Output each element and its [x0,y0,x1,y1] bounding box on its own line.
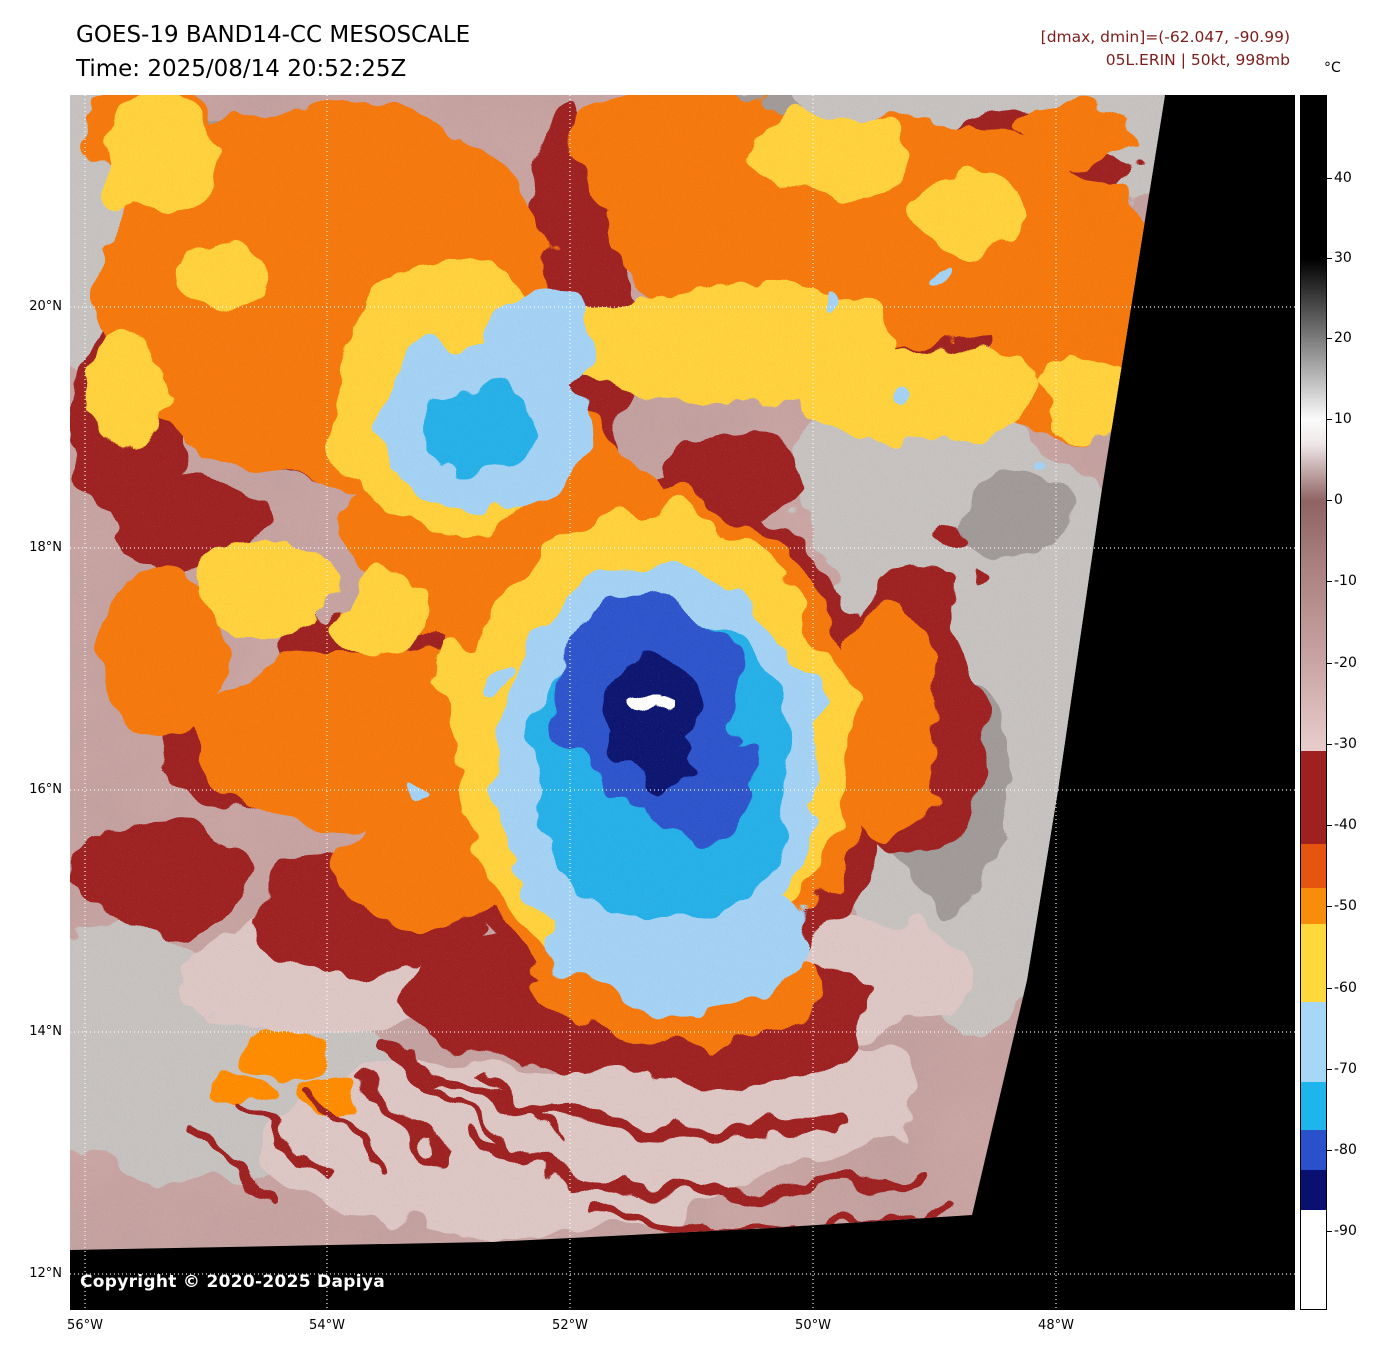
lat-label-12n: 12°N [29,1266,62,1281]
colorbar-tick: -80 [1326,1142,1357,1158]
timestamp: Time: 2025/08/14 20:52:25Z [76,56,407,82]
lat-label-18n: 18°N [29,540,62,555]
colorbar-tick: 0 [1326,492,1343,508]
copyright-text: Copyright © 2020-2025 Dapiya [80,1272,385,1292]
colorbar-unit-label: °C [1324,60,1341,76]
page-title: GOES-19 BAND14-CC MESOSCALE [76,22,471,48]
storm-id-readout: 05L.ERIN | 50kt, 998mb [1105,51,1290,69]
colorbar-tick: 20 [1326,330,1352,346]
satellite-map-svg [70,95,1295,1310]
dmax-dmin-readout: [dmax, dmin]=(-62.047, -90.99) [1040,28,1290,46]
colorbar-tick: -30 [1326,736,1357,752]
colorbar-gradient [1300,95,1327,1310]
lon-label-52w: 52°W [552,1318,588,1333]
sensor-grain-dark [70,95,1165,1250]
lat-label-20n: 20°N [29,299,62,314]
colorbar-tick: -40 [1326,817,1357,833]
colorbar: 40 30 20 10 0 -10 -20 -30 -40 -50 -60 -7… [1300,95,1390,1310]
header-info-block: [dmax, dmin]=(-62.047, -90.99) 05L.ERIN … [1041,26,1290,72]
colorbar-tick: 40 [1326,170,1352,186]
colorbar-tick: 10 [1326,411,1352,427]
colorbar-tick: 30 [1326,250,1352,266]
colorbar-tick: -90 [1326,1223,1357,1239]
colorbar-tick: -60 [1326,980,1357,996]
lat-label-14n: 14°N [29,1024,62,1039]
lon-label-54w: 54°W [309,1318,345,1333]
colorbar-tick: -20 [1326,655,1357,671]
colorbar-tick: -10 [1326,573,1357,589]
satellite-data-region [70,95,1165,1250]
lon-label-56w: 56°W [67,1318,103,1333]
lon-label-48w: 48°W [1038,1318,1074,1333]
satellite-map [70,95,1295,1310]
lat-label-16n: 16°N [29,782,62,797]
colorbar-tick: -70 [1326,1061,1357,1077]
lon-label-50w: 50°W [795,1318,831,1333]
colorbar-tick: -50 [1326,898,1357,914]
header-title-block: GOES-19 BAND14-CC MESOSCALE Time: 2025/0… [76,18,470,86]
latlon-gridlines [70,95,1295,1310]
